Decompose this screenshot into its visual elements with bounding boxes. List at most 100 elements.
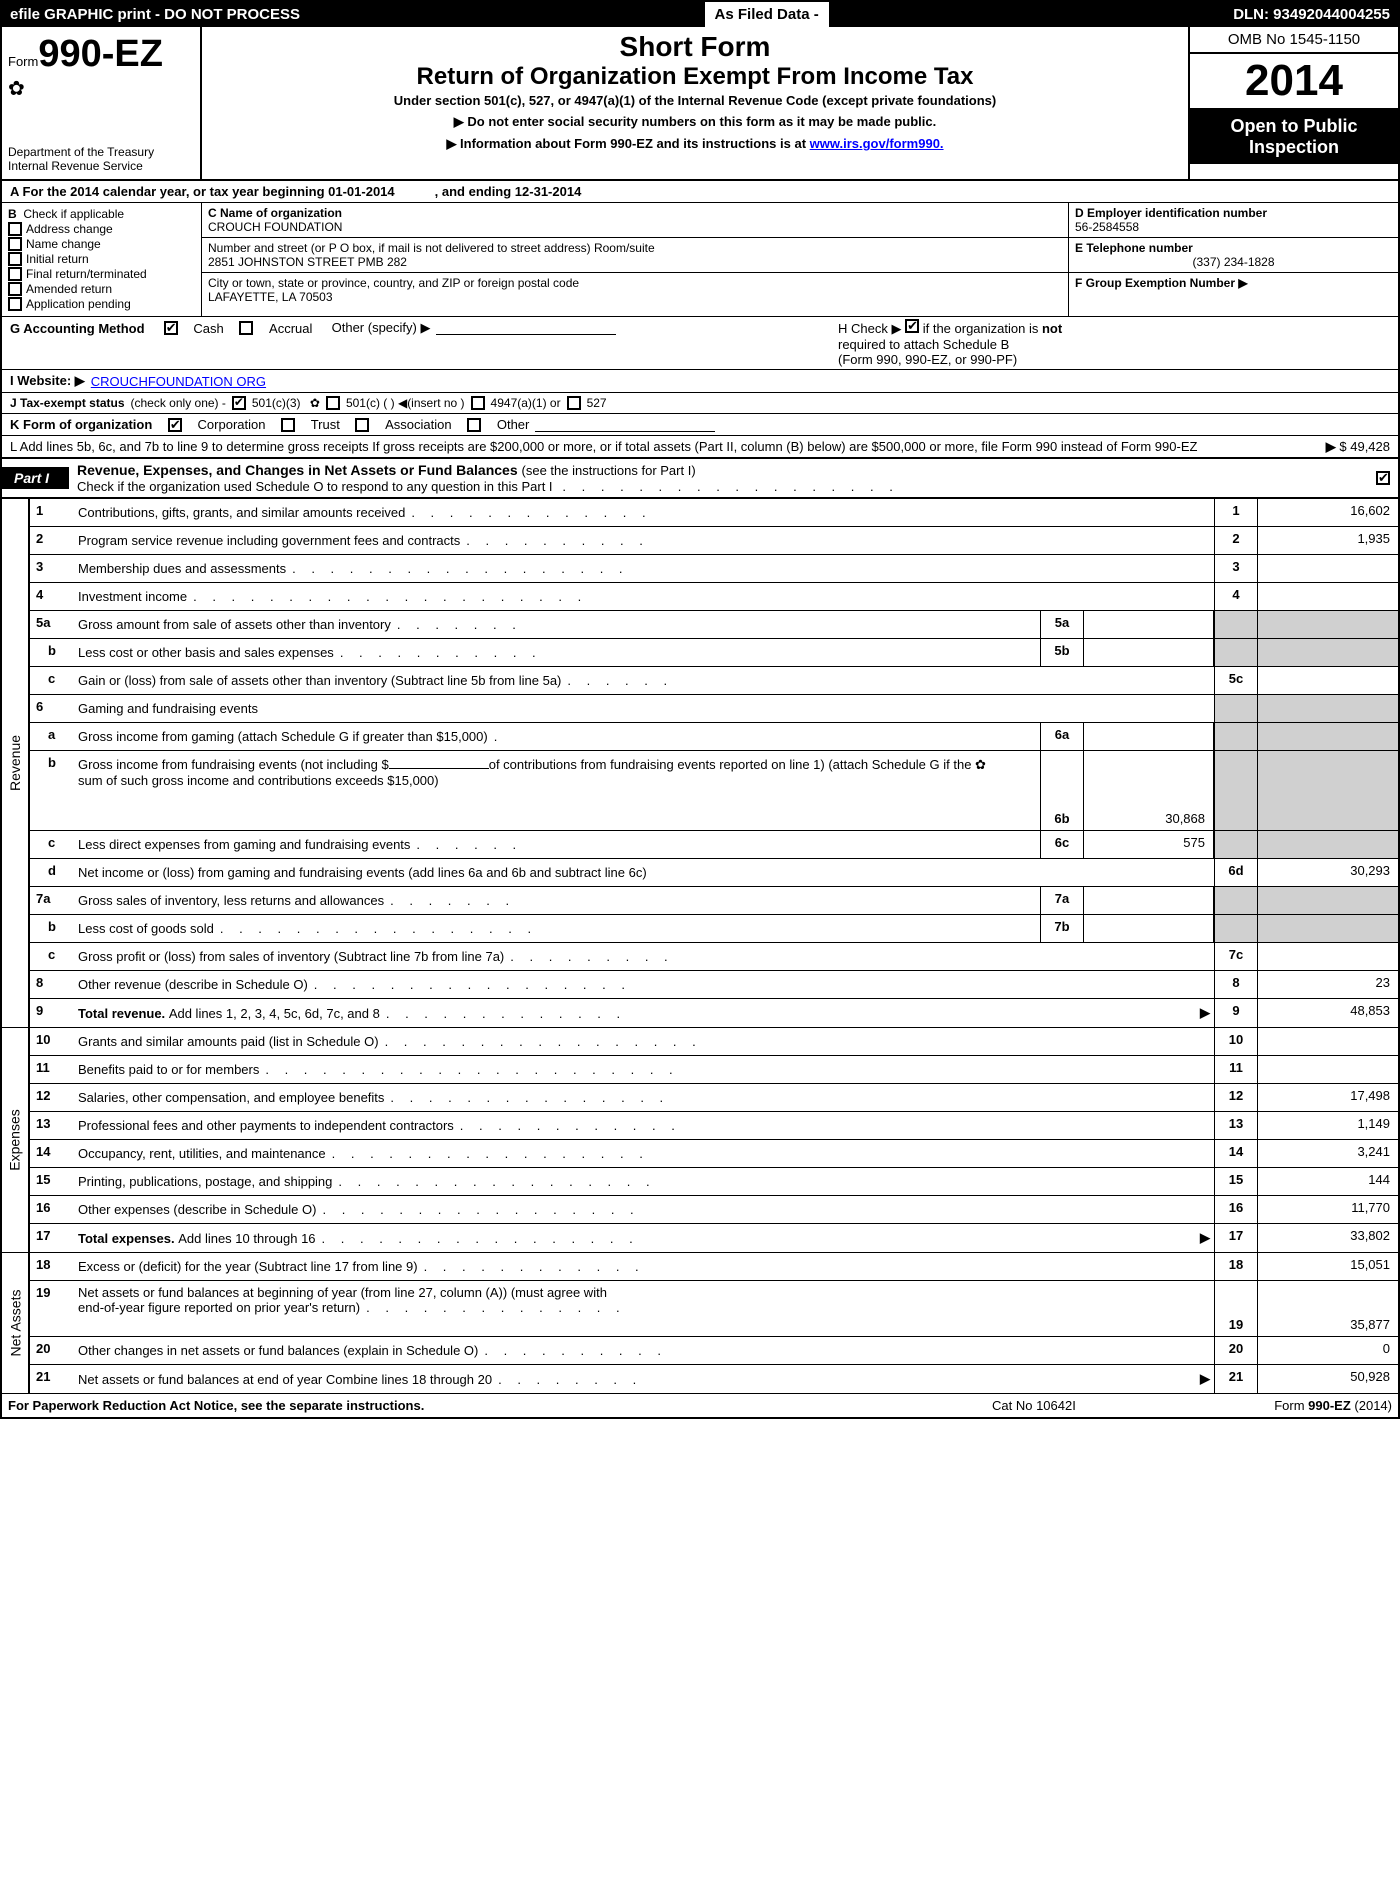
line9-val: 48,853 [1258, 999, 1398, 1027]
c-name-label: C Name of organization [208, 206, 1062, 220]
form-subtitle: Under section 501(c), 527, or 4947(a)(1)… [210, 93, 1180, 108]
chk-accrual[interactable] [239, 321, 253, 335]
line16-val: 11,770 [1258, 1196, 1398, 1223]
f-label: F Group Exemption Number ▶ [1075, 276, 1392, 290]
phone: (337) 234-1828 [1075, 255, 1392, 269]
dept-irs: Internal Revenue Service [8, 159, 194, 173]
row-a-left: A For the 2014 calendar year, or tax yea… [10, 184, 395, 199]
k-label: K Form of organization [10, 417, 152, 432]
b-letter: B [8, 207, 17, 221]
topbar-mid: As Filed Data - [705, 2, 829, 27]
row-a: A For the 2014 calendar year, or tax yea… [2, 181, 1398, 203]
line6b-val: 30,868 [1084, 751, 1214, 830]
chk-address[interactable]: Address change [8, 222, 195, 236]
col-c: C Name of organization CROUCH FOUNDATION… [202, 203, 1068, 316]
org-name: CROUCH FOUNDATION [208, 220, 1062, 234]
header: Form990-EZ ✿ Department of the Treasury … [2, 27, 1398, 181]
org-city: LAFAYETTE, LA 70503 [208, 290, 1062, 304]
j-label: J Tax-exempt status [10, 396, 125, 410]
revenue-label: Revenue [2, 499, 30, 1027]
short-form: Short Form [210, 31, 1180, 63]
chk-part1-so[interactable]: ✔ [1376, 471, 1390, 485]
line8-val: 23 [1258, 971, 1398, 998]
line13-val: 1,149 [1258, 1112, 1398, 1139]
line18-val: 15,051 [1258, 1253, 1398, 1280]
e-label: E Telephone number [1075, 241, 1392, 255]
col-b: B Check if applicable Address change Nam… [2, 203, 202, 316]
row-j: J Tax-exempt status(check only one) - ✔5… [2, 392, 1398, 413]
header-right: OMB No 1545-1150 2014 Open to Public Ins… [1188, 27, 1398, 179]
c-addr-label: Number and street (or P O box, if mail i… [208, 241, 1062, 255]
chk-4947[interactable] [471, 396, 485, 410]
form-title: Return of Organization Exempt From Incom… [210, 63, 1180, 91]
header-left: Form990-EZ ✿ Department of the Treasury … [2, 27, 202, 179]
dept-treasury: Department of the Treasury [8, 145, 194, 159]
row-l: L Add lines 5b, 6c, and 7b to line 9 to … [2, 435, 1398, 457]
tax-year: 2014 [1190, 54, 1398, 110]
part1-header: Part I Revenue, Expenses, and Changes in… [2, 457, 1398, 499]
row-g: G Accounting Method ✔ Cash Accrual Other… [2, 317, 830, 339]
line17-val: 33,802 [1258, 1224, 1398, 1252]
gross-receipts: $ 49,428 [1339, 439, 1390, 454]
website-link[interactable]: CROUCHFOUNDATION ORG [91, 374, 266, 389]
notice-2: ▶ Information about Form 990-EZ and its … [210, 136, 1180, 152]
i-label: I Website: ▶ [10, 373, 85, 389]
line20-val: 0 [1258, 1337, 1398, 1364]
open-public: Open to Public Inspection [1190, 110, 1398, 164]
netassets-section: Net Assets 18Excess or (deficit) for the… [2, 1253, 1398, 1393]
row-h: H Check ▶ ✔ if the organization is not r… [830, 317, 1398, 369]
chk-corp[interactable]: ✔ [168, 418, 182, 432]
d-label: D Employer identification number [1075, 206, 1392, 220]
notice-2-pre: ▶ Information about Form 990-EZ and its … [446, 136, 809, 151]
org-address: 2851 JOHNSTON STREET PMB 282 [208, 255, 1062, 269]
netassets-label: Net Assets [2, 1253, 30, 1393]
form-page: efile GRAPHIC print - DO NOT PROCESS As … [0, 0, 1400, 1419]
line1-val: 16,602 [1258, 499, 1398, 526]
footer: For Paperwork Reduction Act Notice, see … [2, 1393, 1398, 1417]
omb-number: OMB No 1545-1150 [1190, 27, 1398, 54]
footer-right: Form 990-EZ (2014) [1192, 1398, 1392, 1413]
notice-1: ▶ Do not enter social security numbers o… [210, 114, 1180, 130]
l-text: L Add lines 5b, 6c, and 7b to line 9 to … [10, 439, 1197, 454]
open-line2: Inspection [1196, 137, 1392, 158]
header-center: Short Form Return of Organization Exempt… [202, 27, 1188, 179]
row-gh: G Accounting Method ✔ Cash Accrual Other… [2, 317, 1398, 369]
chk-final[interactable]: Final return/terminated [8, 267, 195, 281]
expenses-label: Expenses [2, 1028, 30, 1252]
chk-name[interactable]: Name change [8, 237, 195, 251]
chk-501c[interactable] [326, 396, 340, 410]
line19-val: 35,877 [1258, 1281, 1398, 1336]
open-line1: Open to Public [1196, 116, 1392, 137]
line12-val: 17,498 [1258, 1084, 1398, 1111]
chk-527[interactable] [567, 396, 581, 410]
part1-tab: Part I [2, 467, 69, 489]
chk-other[interactable] [467, 418, 481, 432]
line6c-val: 575 [1084, 831, 1214, 858]
chk-amended[interactable]: Amended return [8, 282, 195, 296]
dln: DLN: 93492044004255 [1225, 2, 1398, 27]
topbar: efile GRAPHIC print - DO NOT PROCESS As … [2, 2, 1398, 27]
footer-left: For Paperwork Reduction Act Notice, see … [8, 1398, 992, 1413]
irs-link[interactable]: www.irs.gov/form990. [810, 136, 944, 151]
chk-initial[interactable]: Initial return [8, 252, 195, 266]
line14-val: 3,241 [1258, 1140, 1398, 1167]
form-prefix: Form [8, 54, 38, 69]
g-label: G Accounting Method [10, 321, 145, 336]
form-number: 990-EZ [38, 33, 163, 75]
line21-val: 50,928 [1258, 1365, 1398, 1393]
chk-h[interactable]: ✔ [905, 319, 919, 333]
row-i: I Website: ▶ CROUCHFOUNDATION ORG [2, 369, 1398, 392]
topbar-left: efile GRAPHIC print - DO NOT PROCESS [2, 2, 308, 27]
col-def: D Employer identification number 56-2584… [1068, 203, 1398, 316]
chk-501c3[interactable]: ✔ [232, 396, 246, 410]
b-label: Check if applicable [23, 207, 124, 221]
line2-val: 1,935 [1258, 527, 1398, 554]
chk-assoc[interactable] [355, 418, 369, 432]
expenses-section: Expenses 10Grants and similar amounts pa… [2, 1028, 1398, 1253]
chk-pending[interactable]: Application pending [8, 297, 195, 311]
ein: 56-2584558 [1075, 220, 1392, 234]
chk-cash[interactable]: ✔ [164, 321, 178, 335]
chk-trust[interactable] [281, 418, 295, 432]
footer-mid: Cat No 10642I [992, 1398, 1192, 1413]
row-a-right: , and ending 12-31-2014 [435, 184, 582, 199]
